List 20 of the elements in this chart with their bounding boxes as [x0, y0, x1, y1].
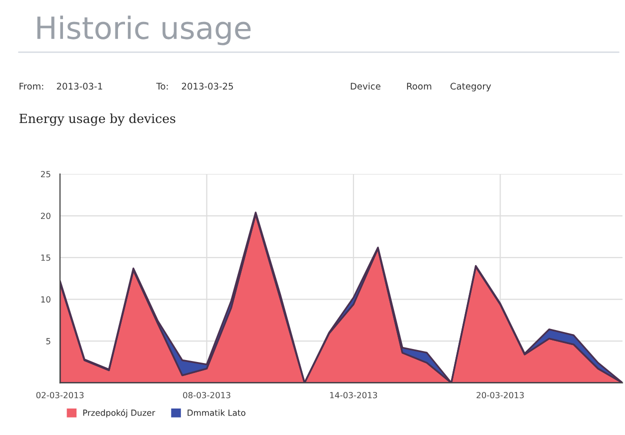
- y-tick-label: 25: [40, 170, 50, 178]
- legend-label: Dmmatik Lato: [188, 409, 246, 416]
- text: To:: [156, 82, 168, 90]
- text: 2013-03-25: [182, 82, 233, 90]
- y-tick-label: 15: [41, 254, 50, 261]
- x-tick-label: 20-03-2013: [476, 392, 524, 398]
- text: Device: [350, 82, 380, 90]
- y-tick-label: 10: [41, 296, 50, 303]
- text: Room: [407, 82, 432, 90]
- text: 2013-03-1: [56, 82, 102, 90]
- text: Category: [450, 82, 491, 92]
- text: From:: [20, 82, 44, 90]
- x-tick-label: 14-03-2013: [330, 392, 378, 398]
- x-tick-label: 08-03-2013: [183, 392, 230, 398]
- chart-subtitle: Energy usage by devices: [19, 113, 176, 126]
- legend-label: Przedpokój Duzer: [83, 409, 156, 418]
- y-tick-label: 20: [40, 212, 50, 220]
- x-tick-label: 02-03-2013: [36, 392, 84, 398]
- chart-title: Historic usage: [37, 16, 251, 46]
- y-tick-label: 5: [46, 338, 50, 344]
